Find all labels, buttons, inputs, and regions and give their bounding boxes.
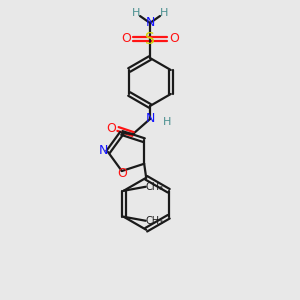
Text: N: N — [98, 145, 108, 158]
Text: O: O — [121, 32, 131, 46]
Text: H: H — [132, 8, 140, 18]
Text: CH₃: CH₃ — [146, 216, 164, 226]
Text: O: O — [106, 122, 116, 136]
Text: N: N — [145, 112, 155, 125]
Text: O: O — [169, 32, 179, 46]
Text: N: N — [145, 16, 155, 29]
Text: H: H — [163, 117, 171, 127]
Text: O: O — [117, 167, 127, 179]
Text: S: S — [145, 32, 155, 46]
Text: CH₃: CH₃ — [146, 182, 164, 192]
Text: H: H — [160, 8, 168, 18]
